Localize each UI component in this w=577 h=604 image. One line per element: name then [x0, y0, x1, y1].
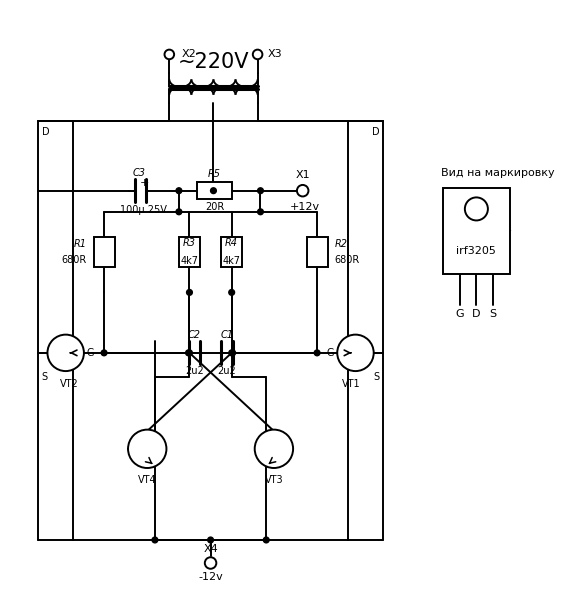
Circle shape [128, 429, 166, 468]
Text: R3: R3 [183, 239, 196, 248]
Circle shape [465, 198, 488, 220]
Circle shape [229, 289, 235, 295]
Circle shape [314, 350, 320, 356]
Text: C2: C2 [188, 330, 201, 339]
Circle shape [257, 209, 263, 214]
Bar [306, 237, 328, 268]
Circle shape [152, 537, 158, 543]
Text: VT1: VT1 [342, 379, 361, 388]
Text: R2: R2 [334, 239, 347, 249]
Circle shape [101, 350, 107, 356]
Bar [221, 237, 242, 268]
Circle shape [47, 335, 84, 371]
Circle shape [164, 50, 174, 59]
Text: VT4: VT4 [138, 475, 156, 484]
Text: 100μ 25V: 100μ 25V [120, 205, 167, 215]
Circle shape [186, 350, 192, 356]
Text: X3: X3 [268, 50, 283, 59]
Text: Вид на маркировку: Вид на маркировку [441, 169, 554, 178]
Bar [443, 188, 510, 274]
Text: 4k7: 4k7 [223, 255, 241, 266]
Text: 680R: 680R [334, 255, 359, 265]
Circle shape [176, 209, 182, 214]
Text: S: S [373, 372, 380, 382]
Bar [179, 237, 200, 268]
Text: G: G [456, 309, 464, 320]
Text: C1: C1 [220, 330, 233, 339]
Circle shape [229, 350, 235, 356]
Circle shape [230, 350, 235, 356]
Text: G: G [327, 348, 334, 358]
Circle shape [176, 188, 182, 193]
Text: S: S [489, 309, 496, 320]
Text: 2u2: 2u2 [218, 366, 236, 376]
Text: X4: X4 [203, 544, 218, 554]
Text: irf3205: irf3205 [456, 246, 496, 256]
Text: X1: X1 [295, 170, 310, 181]
Text: +: + [140, 178, 149, 188]
Circle shape [254, 429, 293, 468]
Bar [93, 237, 115, 268]
Circle shape [186, 350, 192, 356]
Text: S: S [42, 372, 48, 382]
Circle shape [208, 537, 213, 543]
Circle shape [211, 188, 216, 193]
Text: VT2: VT2 [60, 379, 79, 388]
Text: D: D [472, 309, 481, 320]
Text: 680R: 680R [62, 255, 87, 265]
Text: +12v: +12v [290, 202, 320, 212]
Text: -12v: -12v [198, 573, 223, 582]
Text: 4k7: 4k7 [181, 255, 198, 266]
Text: D: D [372, 127, 380, 137]
Text: G: G [87, 348, 94, 358]
Text: X2: X2 [182, 50, 197, 59]
Circle shape [186, 289, 192, 295]
Text: VT3: VT3 [265, 475, 283, 484]
Text: C3: C3 [133, 169, 146, 178]
Text: 2u2: 2u2 [185, 366, 204, 376]
Text: R5: R5 [208, 169, 221, 179]
Text: ~220V: ~220V [178, 52, 249, 72]
Text: D: D [42, 127, 49, 137]
Circle shape [263, 537, 269, 543]
Bar [197, 182, 232, 199]
Circle shape [253, 50, 263, 59]
Text: 20R: 20R [205, 202, 224, 212]
Circle shape [297, 185, 309, 196]
Circle shape [205, 557, 216, 569]
Circle shape [337, 335, 374, 371]
Text: R4: R4 [225, 239, 238, 248]
Text: R1: R1 [74, 239, 87, 249]
Circle shape [257, 188, 263, 193]
